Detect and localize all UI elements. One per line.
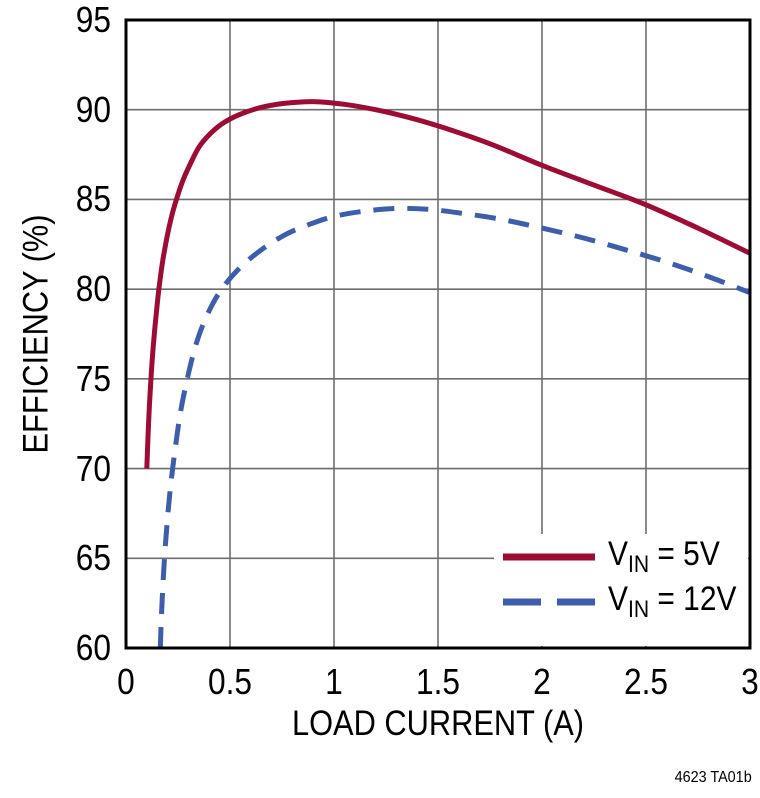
series-curve-vin-12v	[157, 205, 751, 649]
figure-caption: 4623 TA01b	[674, 769, 752, 786]
legend-label-main: V	[608, 580, 628, 618]
y-tick-label: 90	[75, 88, 111, 130]
x-tick-label: 2.5	[623, 661, 669, 702]
x-tick-label: 0	[117, 661, 135, 702]
x-tick-label: 1	[325, 661, 343, 702]
y-tick-label: 80	[75, 268, 111, 310]
legend-label-subscript: IN	[627, 551, 650, 578]
y-tick-label: 75	[75, 357, 111, 399]
legend-label-vin-5v: VIN = 5V	[608, 537, 720, 577]
legend-label-value: = 5V	[649, 535, 720, 573]
series-curve-vin-5v	[144, 99, 752, 469]
x-tick-label: 2	[533, 661, 551, 702]
legend-label-value: = 12V	[649, 580, 737, 618]
plot-frame	[124, 18, 752, 650]
x-tick-label: 1.5	[415, 661, 461, 702]
y-axis-title: EFFICIENCY (%)	[16, 214, 56, 454]
legend-label-main: V	[608, 535, 628, 573]
y-tick-label: 60	[75, 627, 111, 668]
legend-label-vin-12v: VIN = 12V	[608, 582, 736, 622]
x-tick-label: 0.5	[207, 661, 253, 702]
x-tick-label: 3	[741, 661, 759, 702]
legend-background	[494, 534, 748, 646]
y-tick-label: 70	[75, 447, 111, 489]
y-tick-label: 65	[75, 537, 111, 579]
y-tick-label: 95	[75, 0, 111, 40]
x-axis-title: LOAD CURRENT (A)	[291, 704, 585, 743]
y-tick-label: 85	[75, 178, 111, 220]
legend-label-subscript: IN	[627, 596, 650, 623]
